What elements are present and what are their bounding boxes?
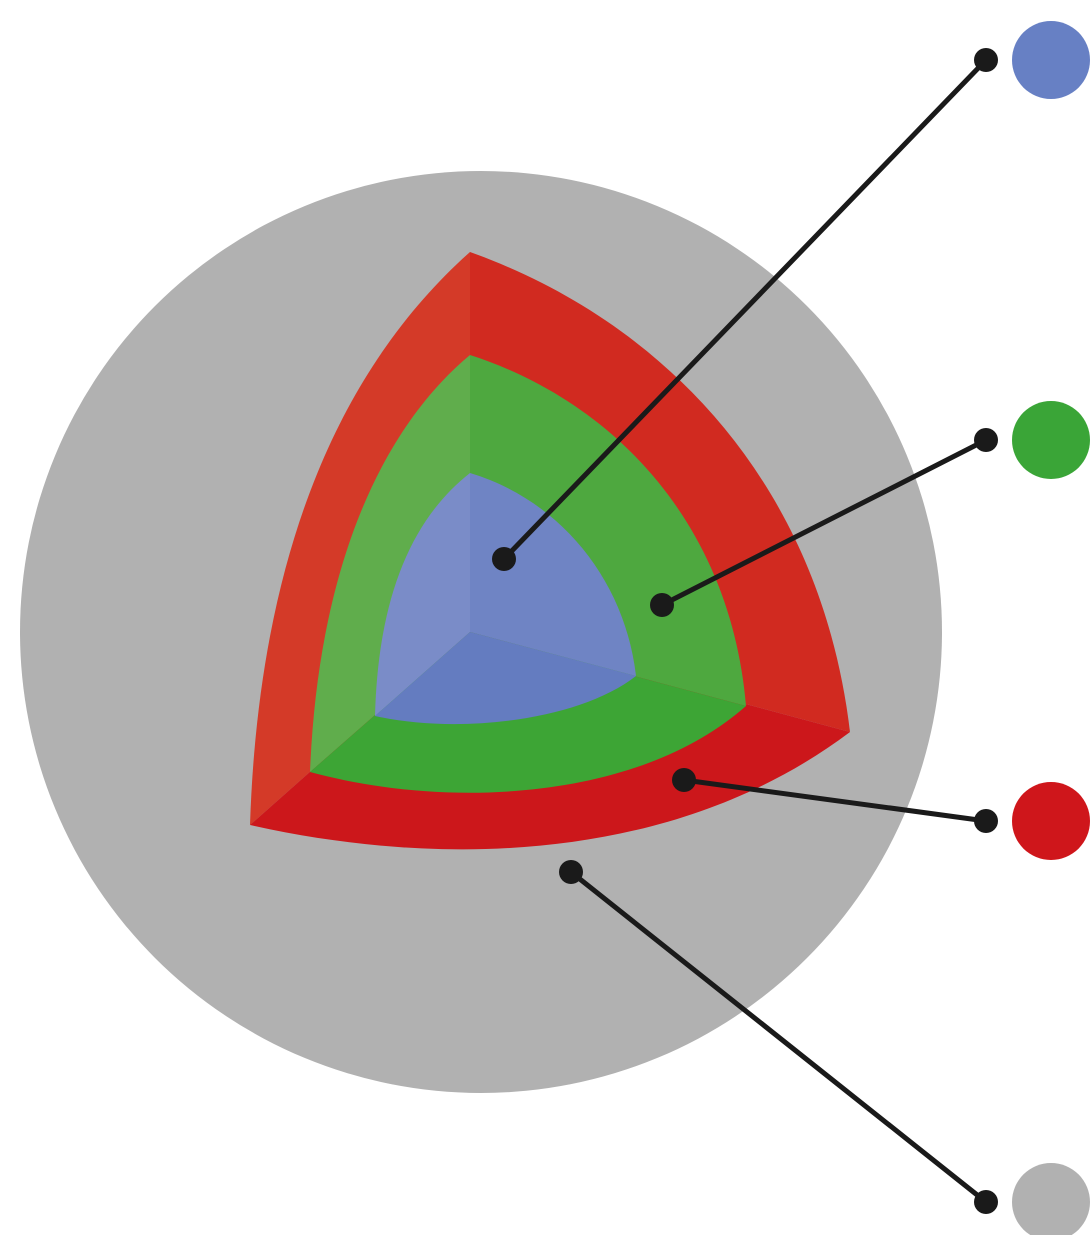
leader-line-gray <box>568 869 989 1205</box>
leader-lines <box>501 57 989 1205</box>
leader-dot-blue-end <box>974 48 998 72</box>
leader-dot-blue-start <box>492 547 516 571</box>
leader-line-blue <box>501 57 989 562</box>
leader-dot-red-start <box>672 768 696 792</box>
leader-line-green <box>659 437 989 608</box>
green-layer-left-face <box>310 355 470 772</box>
leader-dot-gray-start <box>559 860 583 884</box>
leader-dot-green-start <box>650 593 674 617</box>
blue-core-right-face <box>470 473 636 676</box>
leader-dot-gray-end <box>974 1190 998 1214</box>
leader-line-red <box>681 777 989 824</box>
legend-green-circle-icon <box>1012 401 1090 479</box>
leader-dot-green-end <box>974 428 998 452</box>
legend-gray-circle-icon <box>1012 1163 1090 1235</box>
blue-core <box>375 473 636 725</box>
legend-red-circle-icon <box>1012 782 1090 860</box>
blue-core-bottom-face <box>375 632 636 725</box>
blue-core-left-face <box>375 473 470 716</box>
legend <box>1012 21 1090 1235</box>
leader-dots <box>492 48 998 1214</box>
legend-blue-circle-icon <box>1012 21 1090 99</box>
leader-dot-red-end <box>974 809 998 833</box>
